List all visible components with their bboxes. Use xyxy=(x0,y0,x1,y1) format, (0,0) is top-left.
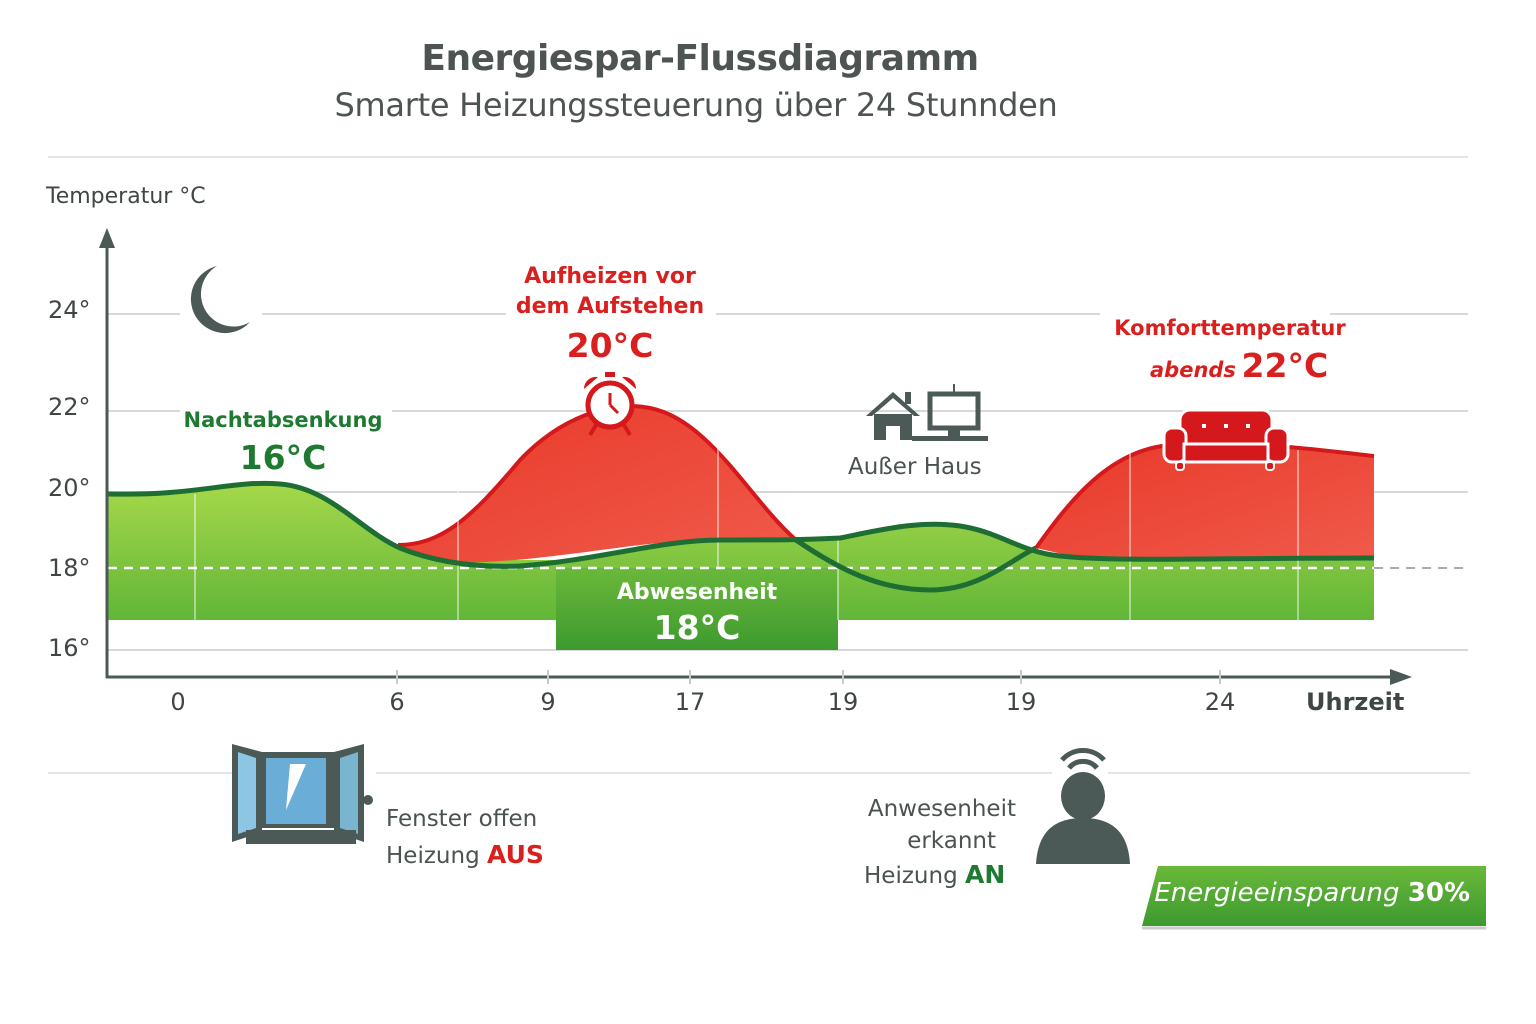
night-label: Nachtabsenkung xyxy=(183,408,383,432)
y-tick-24: 24° xyxy=(48,296,91,324)
x-tick-19a: 19 xyxy=(827,688,859,716)
absence-label: Abwesenheit xyxy=(616,580,778,605)
savings-badge-container: Energieeinsparung 30% xyxy=(1142,864,1486,926)
evening-prefix: abends xyxy=(1150,358,1236,382)
savings-label: Energieeinsparung xyxy=(1154,878,1400,908)
moon-icon xyxy=(190,266,250,334)
window-event-line2: Heizung AUS xyxy=(386,840,544,869)
house-monitor-icon xyxy=(866,384,988,441)
window-event-line1: Fenster offen xyxy=(386,806,538,832)
morning-value: 20°C xyxy=(566,326,654,365)
morning-label-2: dem Aufstehen xyxy=(515,294,705,319)
night-value: 16°C xyxy=(239,438,327,477)
x-tick-24: 24 xyxy=(1204,688,1236,716)
evening-label: Komforttemperatur xyxy=(1114,316,1346,340)
sofa-icon xyxy=(1162,408,1290,471)
header-divider xyxy=(48,156,1468,158)
presence-event-line1: Anwesenheit xyxy=(867,796,1016,822)
morning-label-1: Aufheizen vor xyxy=(524,264,696,289)
evening-value: 22°C xyxy=(1241,346,1329,385)
x-tick-19b: 19 xyxy=(1005,688,1037,716)
savings-badge xyxy=(1142,866,1486,926)
presence-event-state: AN xyxy=(964,860,1006,889)
savings-value: 30% xyxy=(1407,878,1470,908)
away-home-label: Außer Haus xyxy=(848,454,982,480)
presence-event-line2: erkannt xyxy=(907,828,996,854)
open-window-icon xyxy=(232,744,373,844)
absence-value: 18°C xyxy=(653,608,741,647)
evening-value-row: abends 22°C xyxy=(1150,346,1328,385)
y-tick-18: 18° xyxy=(48,554,91,582)
chart-title: Energiespar-Flussdiagramm xyxy=(421,38,979,79)
window-event-state: AUS xyxy=(486,840,544,869)
x-axis-label: Uhrzeit xyxy=(1306,688,1405,716)
window-event-prefix: Heizung xyxy=(386,843,480,869)
x-tick-9: 9 xyxy=(540,688,556,716)
person-signal-icon xyxy=(1036,748,1130,864)
x-tick-0: 0 xyxy=(170,688,186,716)
y-tick-20: 20° xyxy=(48,474,91,502)
alarm-clock-icon xyxy=(583,372,637,437)
x-tick-17: 17 xyxy=(674,688,706,716)
presence-event-prefix: Heizung xyxy=(864,863,958,889)
chart-subtitle: Smarte Heizungssteuerung über 24 Stunnde… xyxy=(334,86,1058,124)
y-tick-16: 16° xyxy=(48,634,91,662)
presence-event-line3: Heizung AN xyxy=(864,860,1005,889)
x-tick-6: 6 xyxy=(389,688,405,716)
y-tick-22: 22° xyxy=(48,393,91,421)
y-axis-label: Temperatur °C xyxy=(46,184,206,209)
absence-block xyxy=(556,568,838,650)
